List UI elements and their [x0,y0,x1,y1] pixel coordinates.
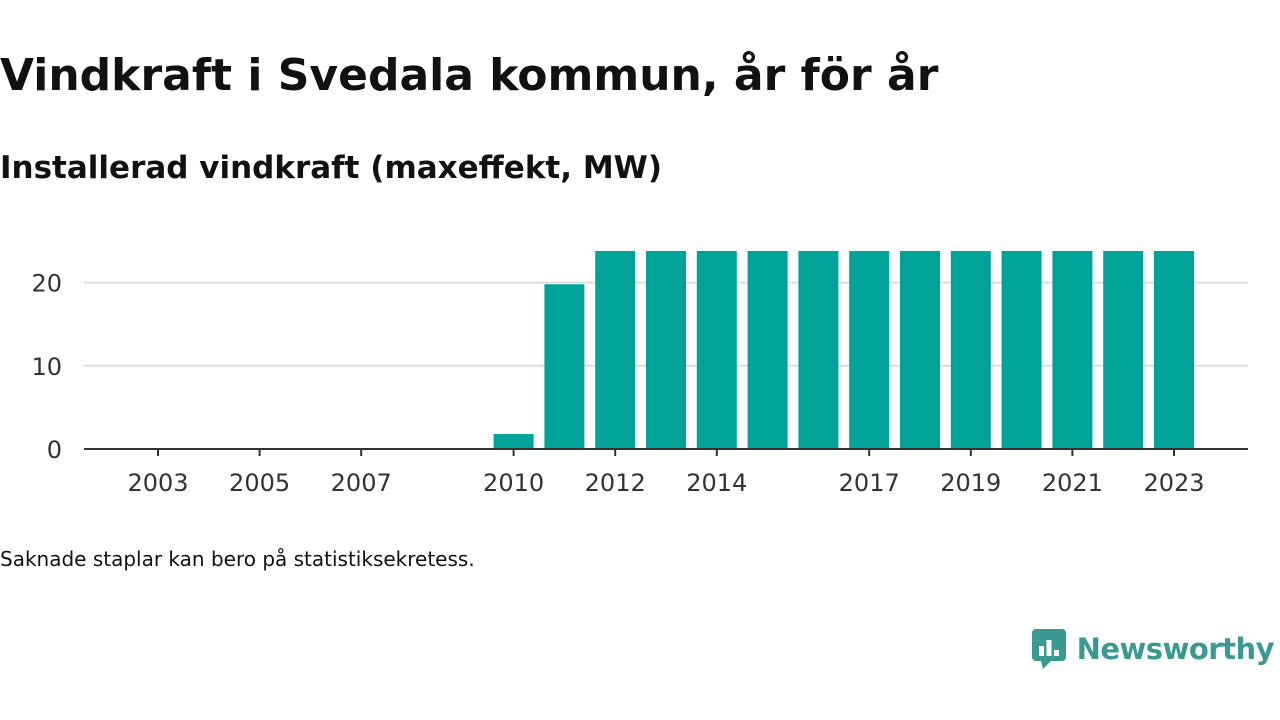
chart-title: Vindkraft i Svedala kommun, år för år [0,50,939,101]
bar-2011 [544,284,585,449]
bar-2022 [1103,250,1144,449]
newsworthy-logo-icon [1031,629,1066,669]
x-tick-label-2017: 2017 [839,469,900,497]
x-tick-label-2007: 2007 [331,469,392,497]
x-tick-label-2019: 2019 [940,469,1001,497]
bar-2016 [798,250,839,449]
bar-2012 [595,250,636,449]
y-tick-label-0: 0 [47,436,62,464]
bar-2013 [646,250,686,449]
x-tick-label-2003: 2003 [127,469,188,497]
bar-2019 [950,250,991,449]
x-tick-label-2005: 2005 [229,469,290,497]
x-tick-label-2014: 2014 [686,469,747,497]
bar-2018 [900,250,940,449]
x-tick-label-2012: 2012 [585,469,646,497]
x-tick-label-2023: 2023 [1143,469,1204,497]
bar-2020 [1001,250,1042,449]
footnote: Saknade staplar kan bero på statistiksek… [0,547,475,571]
bar-2014 [696,250,737,449]
bar-2023 [1154,250,1194,449]
x-tick-label-2021: 2021 [1042,469,1103,497]
bar-2017 [849,250,890,449]
bar-2010 [493,434,534,449]
bars [493,250,1194,449]
x-tick-label-2010: 2010 [483,469,544,497]
y-tick-label-10: 10 [31,353,62,381]
brand-name: Newsworthy [1076,632,1275,666]
y-axis-ticks: 0 10 20 [31,270,62,464]
brand-logo: Newsworthy [1031,628,1275,670]
bar-2021 [1052,250,1093,449]
bar-2015 [747,250,788,449]
x-axis-ticks: 2003 2005 2007 2010 2012 2014 2017 2019 2021 2023 [127,449,1205,497]
y-tick-label-20: 20 [31,270,62,298]
chart-subtitle: Installerad vindkraft (maxeffekt, MW) [0,150,663,186]
